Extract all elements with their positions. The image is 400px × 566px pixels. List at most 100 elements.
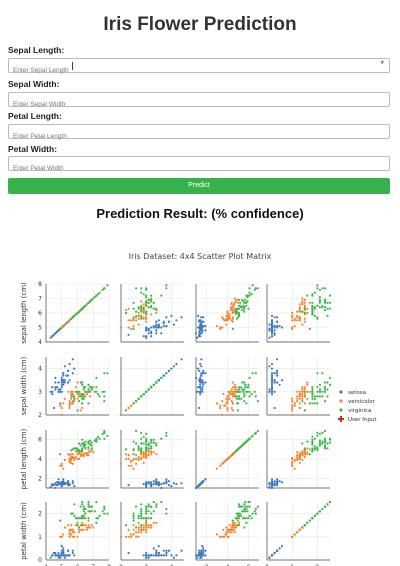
petal-width-field[interactable] [8,156,390,175]
sepal-width-input[interactable] [9,98,373,111]
data-point-versicolor [132,325,135,328]
data-point-setosa [57,390,60,393]
data-point-virginica [318,439,321,442]
data-point-virginica [82,306,85,309]
data-point-versicolor [119,326,123,329]
data-point-versicolor [68,531,71,534]
data-point-versicolor [76,397,79,400]
data-point-versicolor [301,323,304,326]
data-point-virginica [78,517,81,520]
petal-width-input[interactable] [9,162,373,175]
data-point-virginica [235,397,238,400]
data-point-virginica [250,293,253,296]
data-point-setosa [196,336,199,339]
data-point-virginica [101,288,104,291]
data-point-setosa [145,556,148,559]
data-point-versicolor [68,533,71,536]
data-point-setosa [268,390,271,393]
data-point-virginica [81,503,84,506]
y-tick-label: 2 [38,511,42,518]
matrix-panel-r3-c3: 0 1 2 [265,500,332,566]
data-point-versicolor [293,319,296,322]
data-point-virginica [74,447,77,450]
data-point-versicolor [68,402,71,405]
data-point-setosa [67,480,70,483]
data-point-virginica [147,301,150,304]
data-point-setosa [194,332,198,335]
data-point-versicolor [68,454,71,457]
data-point-virginica [253,390,256,393]
x-tick-label: 1 [290,564,294,566]
data-point-virginica [98,437,101,440]
data-point-virginica [316,372,319,375]
data-point-virginica [303,409,306,412]
data-point-virginica [254,395,257,398]
data-point-versicolor [70,533,73,536]
data-point-virginica [243,507,246,511]
data-point-versicolor [71,535,74,538]
data-point-virginica [98,291,101,294]
data-point-setosa [200,316,203,319]
sepal-width-field[interactable] [8,92,390,111]
data-point-virginica [101,390,104,393]
data-point-setosa [59,388,62,391]
data-point-setosa [157,323,160,326]
predict-button[interactable]: Predict [8,178,390,194]
data-point-virginica [323,301,327,304]
data-point-versicolor [81,521,84,524]
data-point-virginica [142,393,145,396]
data-point-virginica [245,517,248,520]
data-point-virginica [155,381,158,384]
text-cursor-icon [72,62,73,70]
data-point-virginica [150,505,153,508]
petal-length-input[interactable] [9,130,373,143]
data-point-virginica [93,510,96,513]
chart-title: Iris Dataset: 4x4 Scatter Plot Matrix [129,252,272,261]
data-point-virginica [90,447,93,450]
y-tick-label: 7 [38,296,42,303]
data-point-virginica [145,512,148,515]
data-point-virginica [82,507,85,511]
data-point-versicolor [227,535,230,538]
data-point-setosa [142,483,145,486]
data-point-virginica [140,287,143,290]
data-point-setosa [278,325,281,328]
data-point-versicolor [130,464,133,467]
data-point-versicolor [70,402,73,405]
x-tick-label: 4 [44,564,48,566]
data-point-setosa [199,332,202,335]
data-point-virginica [245,390,248,393]
data-point-virginica [81,397,84,400]
data-point-virginica [311,301,314,304]
data-point-setosa [196,390,199,393]
data-point-versicolor [119,462,123,465]
data-point-virginica [89,443,92,446]
data-point-virginica [150,447,153,450]
y-axis-label: sepal length (cm) [20,282,28,344]
data-point-virginica [82,510,85,513]
petal-length-field[interactable] [8,124,390,143]
data-point-versicolor [71,531,74,534]
data-point-versicolor [130,535,133,538]
data-point-virginica [301,442,304,445]
y-tick-label: 4 [38,339,42,346]
data-point-versicolor [298,393,301,396]
data-point-versicolor [303,298,306,301]
data-point-setosa [60,383,63,386]
data-point-versicolor [60,464,63,467]
data-point-versicolor [219,535,222,538]
sepal-length-field[interactable]: * [8,58,390,77]
data-point-virginica [316,449,319,452]
data-point-versicolor [135,462,138,465]
sepal-length-input[interactable] [9,64,373,77]
x-tick-label: 8 [107,564,111,566]
x-tick-label: 6 [76,564,80,566]
data-point-virginica [246,510,249,513]
data-point-versicolor [221,535,224,538]
data-point-versicolor [227,316,230,319]
data-point-versicolor [155,453,158,456]
data-point-virginica [311,393,314,396]
data-point-versicolor [68,528,71,531]
data-point-versicolor [232,526,235,529]
data-point-virginica [311,438,314,441]
